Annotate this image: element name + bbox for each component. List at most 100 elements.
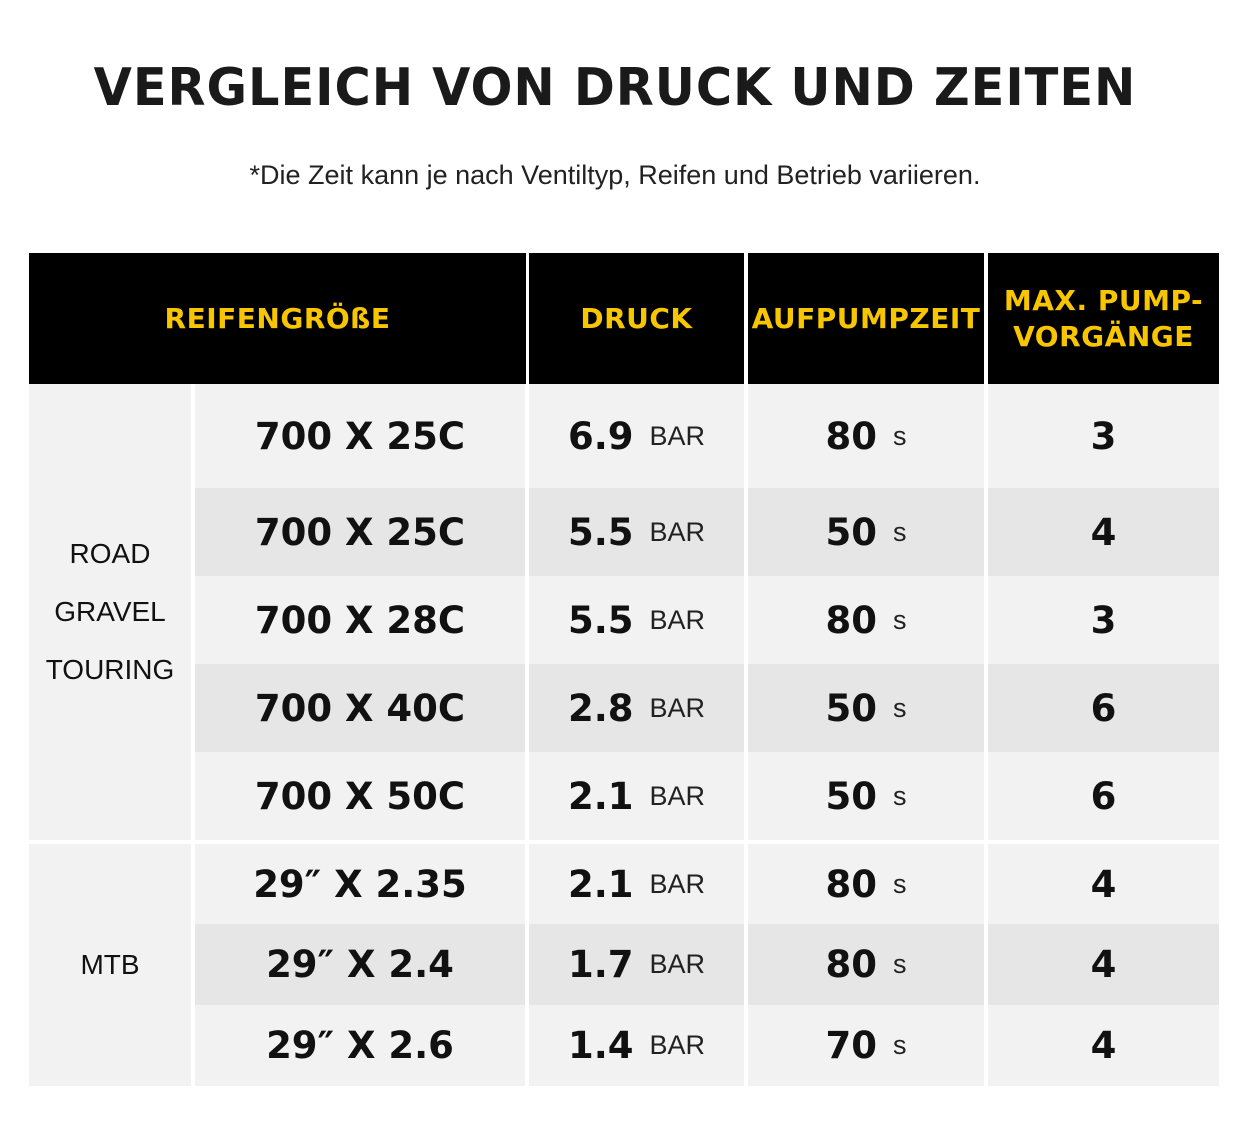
pressure-cell: 1.7 BAR (529, 924, 744, 1005)
time-cell: 70 s (748, 1005, 984, 1086)
pressure-unit: BAR (649, 1030, 706, 1060)
column-divider (525, 488, 529, 576)
pressure-cell: 5.5 BAR (529, 576, 744, 664)
column-divider (744, 1005, 748, 1086)
pressure-value: 2.8 (567, 686, 634, 730)
table-row: 29″ X 2.4 1.7 BAR 80 s 4 (195, 924, 1219, 1005)
pressure-cell: 2.8 BAR (529, 664, 744, 752)
table-row: 29″ X 2.35 2.1 BAR 80 s 4 (195, 844, 1219, 924)
category-line: GRAVEL (54, 596, 166, 627)
category-line: ROAD (69, 538, 151, 569)
pressure-cell: 5.5 BAR (529, 488, 744, 576)
pressure-unit: BAR (649, 516, 706, 547)
header-max-pumps: MAX. PUMP- VORGÄNGE (988, 253, 1219, 384)
column-divider (984, 1005, 988, 1086)
category-line: TOURING (45, 654, 175, 685)
pressure-unit: BAR (649, 692, 706, 723)
pressure-unit: BAR (649, 868, 706, 899)
time-value: 50 (825, 774, 878, 818)
column-divider (984, 924, 988, 1005)
time-cell: 50 s (748, 488, 984, 576)
table-row: 700 X 50C 2.1 BAR 50 s 6 (195, 752, 1219, 840)
column-divider (525, 844, 529, 924)
tire-size: 29″ X 2.35 (253, 862, 467, 906)
pressure-unit: BAR (649, 420, 706, 451)
tire-size: 700 X 40C (254, 686, 466, 730)
time-cell: 50 s (748, 752, 984, 840)
time-value: 50 (825, 510, 878, 554)
column-divider (744, 664, 748, 752)
time-value: 80 (825, 862, 878, 906)
column-divider (744, 844, 748, 924)
max-pumps: 4 (1090, 943, 1117, 986)
pressure-cell: 2.1 BAR (529, 844, 744, 924)
table-row: 700 X 28C 5.5 BAR 80 s 3 (195, 576, 1219, 664)
pressure-value: 1.4 (567, 1024, 634, 1067)
column-divider (525, 576, 529, 664)
max-pumps: 3 (1090, 598, 1117, 642)
column-divider (744, 924, 748, 1005)
pressure-unit: BAR (649, 604, 706, 635)
header-time: AUFPUMPZEIT (748, 253, 984, 384)
column-divider (984, 844, 988, 924)
time-cell: 50 s (748, 664, 984, 752)
pressure-value: 6.9 (567, 414, 634, 458)
column-divider (525, 752, 529, 840)
time-cell: 80 s (748, 924, 984, 1005)
time-value: 80 (825, 414, 878, 458)
column-divider (984, 576, 988, 664)
time-unit: s (893, 780, 907, 811)
time-unit: s (893, 949, 907, 979)
time-cell: 80 s (748, 844, 984, 924)
category-road-gravel-touring: ROAD GRAVEL TOURING (29, 384, 191, 840)
time-value: 80 (825, 598, 878, 642)
tire-size: 700 X 25C (254, 414, 466, 458)
table-row: 700 X 25C 6.9 BAR 80 s 3 (195, 384, 1219, 488)
time-value: 50 (825, 686, 878, 730)
time-unit: s (893, 868, 907, 899)
column-divider (744, 576, 748, 664)
pressure-cell: 6.9 BAR (529, 384, 744, 488)
max-pumps: 4 (1090, 862, 1117, 906)
time-unit: s (893, 516, 907, 547)
pressure-value: 1.7 (567, 943, 634, 986)
pressure-value: 5.5 (567, 598, 634, 642)
time-value: 80 (825, 943, 878, 986)
column-divider (525, 924, 529, 1005)
time-unit: s (893, 604, 907, 635)
header-max-line2: VORGÄNGE (1013, 319, 1194, 353)
table-row: 700 X 25C 5.5 BAR 50 s 4 (195, 488, 1219, 576)
page-title: VERGLEICH VON DRUCK UND ZEITEN (93, 58, 1137, 118)
header-max-line1: MAX. PUMP- (1003, 283, 1204, 317)
column-divider (984, 384, 988, 488)
category-mtb: MTB (29, 844, 191, 1086)
table-row: 700 X 40C 2.8 BAR 50 s 6 (195, 664, 1219, 752)
time-value: 70 (825, 1024, 878, 1067)
column-divider (984, 664, 988, 752)
column-divider (525, 384, 529, 488)
tire-size: 700 X 50C (254, 774, 466, 818)
pressure-unit: BAR (649, 949, 706, 979)
page-subtitle: *Die Zeit kann je nach Ventiltyp, Reifen… (249, 160, 981, 190)
pressure-cell: 1.4 BAR (529, 1005, 744, 1086)
header-pressure: DRUCK (529, 253, 744, 384)
pressure-cell: 2.1 BAR (529, 752, 744, 840)
max-pumps: 6 (1090, 774, 1117, 818)
tire-size: 29″ X 2.6 (266, 1024, 454, 1067)
column-divider (744, 488, 748, 576)
max-pumps: 4 (1090, 510, 1117, 554)
tire-size: 700 X 28C (254, 598, 466, 642)
column-divider (984, 752, 988, 840)
category-line: MTB (80, 949, 140, 980)
header-size: REIFENGRÖßE (29, 253, 526, 384)
tire-size: 29″ X 2.4 (266, 943, 454, 986)
max-pumps: 3 (1090, 414, 1117, 458)
time-unit: s (893, 420, 907, 451)
column-divider (525, 1005, 529, 1086)
pressure-value: 5.5 (567, 510, 634, 554)
max-pumps: 6 (1090, 686, 1117, 730)
column-divider (744, 752, 748, 840)
max-pumps: 4 (1090, 1024, 1117, 1067)
pressure-unit: BAR (649, 780, 706, 811)
tire-size: 700 X 25C (254, 510, 466, 554)
